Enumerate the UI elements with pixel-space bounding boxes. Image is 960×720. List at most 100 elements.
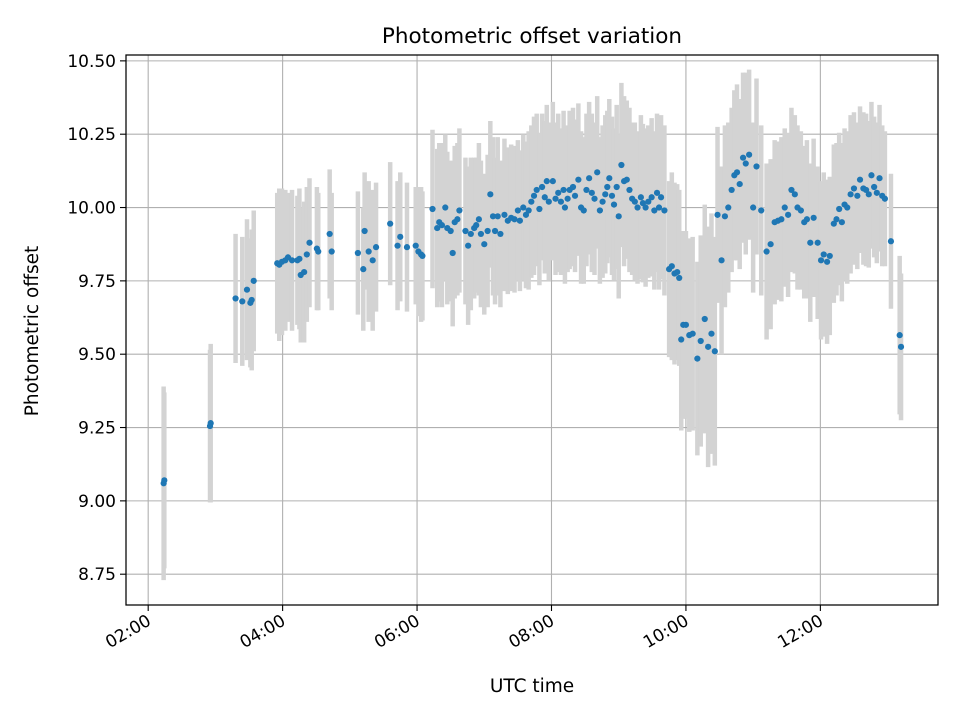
data-point bbox=[484, 227, 491, 235]
data-point bbox=[564, 195, 571, 202]
data-point bbox=[844, 204, 851, 211]
data-point bbox=[807, 239, 814, 246]
data-point bbox=[243, 286, 251, 293]
data-point bbox=[642, 204, 649, 211]
x-axis-label: UTC time bbox=[490, 676, 574, 697]
data-point bbox=[833, 216, 840, 223]
data-point bbox=[501, 211, 508, 218]
data-point bbox=[497, 230, 504, 238]
data-point bbox=[836, 205, 843, 213]
data-point bbox=[306, 239, 313, 246]
data-point bbox=[618, 161, 625, 169]
data-point bbox=[610, 201, 618, 208]
data-point bbox=[613, 183, 620, 191]
data-point bbox=[711, 348, 718, 355]
y-tick-label: 8.75 bbox=[78, 565, 116, 585]
data-point bbox=[708, 330, 715, 337]
data-point bbox=[487, 191, 494, 198]
data-point bbox=[739, 154, 747, 161]
data-point bbox=[315, 248, 322, 255]
data-point bbox=[887, 238, 895, 245]
data-point bbox=[583, 186, 590, 194]
data-point bbox=[538, 183, 546, 191]
data-point bbox=[387, 220, 394, 227]
data-point bbox=[823, 258, 831, 265]
data-point bbox=[817, 257, 825, 264]
data-point bbox=[820, 251, 827, 258]
data-point bbox=[454, 216, 461, 223]
data-point bbox=[403, 244, 411, 251]
plot-frame bbox=[125, 54, 939, 606]
y-tick-label: 9.25 bbox=[78, 419, 116, 439]
data-point bbox=[626, 186, 633, 194]
data-point bbox=[758, 207, 765, 214]
data-point bbox=[736, 180, 743, 188]
data-point bbox=[742, 160, 749, 167]
data-point bbox=[868, 172, 875, 179]
data-point bbox=[528, 198, 535, 205]
data-point bbox=[303, 251, 310, 258]
data-point bbox=[615, 213, 622, 220]
data-point bbox=[491, 227, 499, 235]
data-point bbox=[475, 216, 482, 223]
data-point bbox=[631, 198, 638, 205]
data-point bbox=[694, 355, 701, 362]
data-points bbox=[160, 151, 905, 487]
chart-title: Photometric offset variation bbox=[382, 24, 682, 49]
data-point bbox=[678, 336, 685, 343]
data-point bbox=[533, 186, 540, 194]
data-point bbox=[429, 205, 436, 213]
data-point bbox=[473, 222, 480, 229]
data-point bbox=[873, 189, 880, 196]
y-tick-label: 9.75 bbox=[78, 272, 116, 292]
data-point bbox=[580, 207, 587, 214]
data-point bbox=[896, 332, 903, 339]
data-point bbox=[697, 337, 704, 345]
data-point bbox=[767, 241, 774, 248]
data-point bbox=[763, 248, 770, 255]
data-point bbox=[746, 151, 753, 158]
data-point bbox=[326, 230, 333, 238]
data-point bbox=[637, 194, 644, 201]
data-point bbox=[552, 195, 559, 202]
data-point bbox=[803, 216, 811, 223]
data-point bbox=[854, 192, 861, 199]
y-axis-ticks: 8.75 9.00 9.25 9.50 9.75 10.00 10.25 10.50 bbox=[67, 52, 126, 585]
data-point bbox=[728, 186, 735, 194]
data-point bbox=[477, 230, 485, 238]
data-point bbox=[701, 315, 708, 323]
data-point bbox=[586, 175, 593, 182]
data-point bbox=[897, 343, 905, 350]
data-point bbox=[296, 255, 303, 262]
data-point bbox=[560, 186, 567, 194]
data-point bbox=[814, 239, 821, 246]
data-point bbox=[599, 198, 606, 205]
data-point bbox=[511, 216, 518, 223]
data-point bbox=[591, 195, 598, 202]
data-point bbox=[449, 249, 456, 257]
data-point bbox=[682, 321, 690, 328]
y-tick-label: 10.00 bbox=[67, 199, 116, 219]
data-point bbox=[661, 207, 668, 214]
data-point bbox=[561, 204, 569, 211]
data-point bbox=[602, 191, 609, 198]
data-point bbox=[360, 266, 367, 273]
data-point bbox=[604, 183, 611, 191]
data-point bbox=[369, 257, 376, 264]
data-point bbox=[623, 176, 630, 183]
data-point bbox=[419, 252, 426, 260]
data-point bbox=[465, 242, 472, 249]
data-point bbox=[714, 211, 721, 218]
y-tick-label: 10.50 bbox=[67, 52, 116, 72]
data-point bbox=[328, 248, 335, 255]
data-point bbox=[442, 204, 449, 211]
data-point bbox=[655, 204, 663, 211]
y-tick-label: 9.00 bbox=[78, 492, 116, 512]
data-point bbox=[594, 169, 601, 176]
data-point bbox=[750, 204, 757, 211]
data-point bbox=[481, 241, 488, 248]
data-point bbox=[541, 194, 548, 201]
data-point bbox=[718, 257, 725, 264]
data-point bbox=[838, 219, 845, 226]
